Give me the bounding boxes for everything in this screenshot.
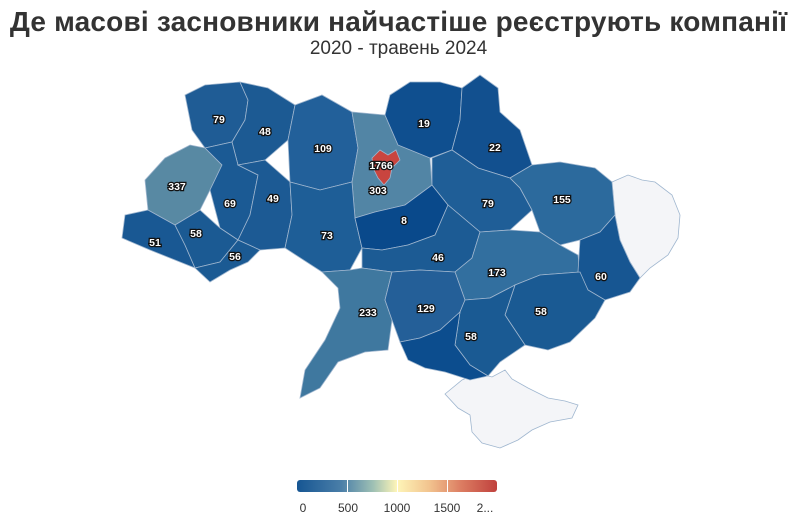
label-kirovohrad: 46 xyxy=(432,252,444,264)
legend-tick: 0 xyxy=(299,501,307,515)
label-kyiv-oblast: 303 xyxy=(369,185,387,197)
label-zaporizhzhia: 58 xyxy=(465,331,477,343)
region-khmelnytskyi[interactable] xyxy=(236,159,293,251)
label-chernihiv: 19 xyxy=(418,118,430,130)
label-volyn: 79 xyxy=(213,114,225,126)
legend-tick: 2... xyxy=(476,501,494,515)
label-kharkiv: 155 xyxy=(553,194,571,206)
label-sumy: 22 xyxy=(489,142,501,154)
label-zhytomyr: 109 xyxy=(314,143,332,155)
label-lviv: 337 xyxy=(168,181,186,193)
legend-color-bar xyxy=(297,480,497,492)
label-rivne: 48 xyxy=(259,126,271,138)
region-kherson[interactable] xyxy=(399,310,490,381)
map-title: Де масові засновники найчастіше реєструю… xyxy=(9,6,788,37)
label-ivano-frankivsk: 58 xyxy=(190,228,202,240)
label-dnipropetrovsk: 173 xyxy=(488,267,506,279)
map-subtitle: 2020 - травень 2024 xyxy=(309,38,488,59)
label-luhansk: 60 xyxy=(595,271,607,283)
color-legend: 0 500 1000 1500 2... xyxy=(297,480,497,517)
legend-tick: 500 xyxy=(337,501,359,515)
label-kyiv-city: 1766 xyxy=(369,160,393,172)
ukraine-map: 79 48 109 303 1766 19 22 337 69 49 51 58… xyxy=(121,74,681,449)
region-kyiv-city[interactable] xyxy=(371,149,401,186)
legend-tick: 1500 xyxy=(433,501,461,515)
label-chernivtsi: 56 xyxy=(229,251,241,263)
legend-ticks: 0 500 1000 1500 2... xyxy=(297,501,497,517)
label-poltava: 79 xyxy=(482,198,494,210)
label-vinnytsia: 73 xyxy=(321,230,333,242)
label-mykolaiv: 129 xyxy=(417,303,435,315)
label-zakarpattia: 51 xyxy=(149,237,161,249)
region-odesa[interactable] xyxy=(299,267,393,399)
label-ternopil: 69 xyxy=(224,198,236,210)
label-khmelnytskyi: 49 xyxy=(267,193,279,205)
no-data-region-crimea xyxy=(444,369,579,449)
region-vinnytsia[interactable] xyxy=(284,181,363,273)
region-chernivtsi[interactable] xyxy=(194,239,261,283)
label-cherkasy: 8 xyxy=(401,215,407,227)
label-odesa: 233 xyxy=(359,307,377,319)
label-donetsk: 58 xyxy=(535,306,547,318)
legend-tick: 1000 xyxy=(383,501,411,515)
